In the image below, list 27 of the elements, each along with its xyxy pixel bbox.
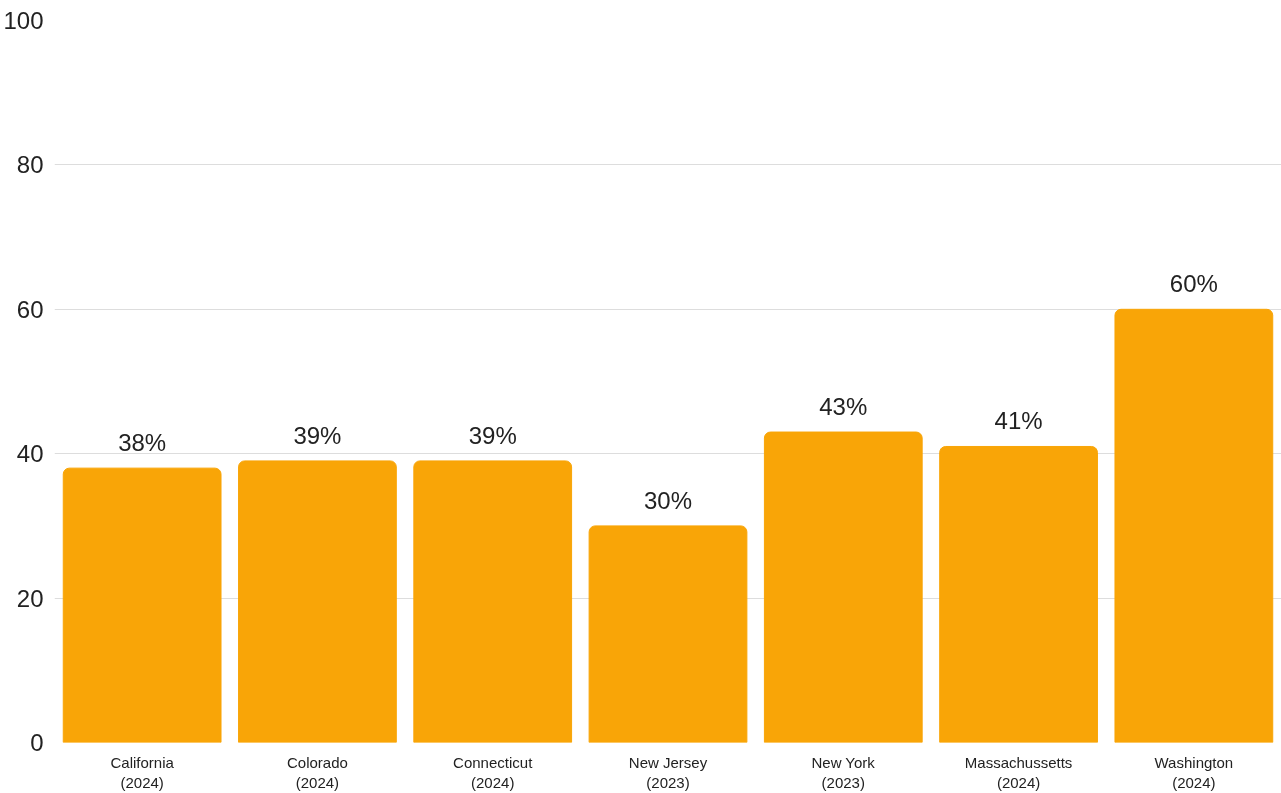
x-tick-label: California (2024): [110, 753, 175, 791]
data-label: 60%: [1169, 270, 1218, 298]
y-tick-label: 60: [16, 295, 44, 323]
y-tick-label: 40: [16, 440, 44, 468]
bar: [588, 525, 748, 743]
data-label: 39%: [468, 421, 517, 449]
x-tick-label: Colorado (2024): [286, 753, 348, 791]
x-tick-label: New York (2023): [811, 753, 876, 791]
data-label: 30%: [643, 486, 693, 514]
y-tick-label: 20: [16, 584, 44, 612]
bar: [62, 467, 222, 743]
data-label: 38%: [118, 429, 167, 457]
data-label: 39%: [293, 421, 342, 449]
y-tick-label: 0: [30, 729, 44, 756]
x-tick-label: New Jersey (2023): [628, 753, 708, 791]
y-tick-label: 100: [3, 7, 44, 34]
bar: [413, 460, 573, 743]
x-tick-label: Washington (2024): [1154, 753, 1234, 791]
bar: [939, 445, 1098, 743]
data-label: 41%: [994, 407, 1043, 435]
x-tick-label: Connecticut (2024): [453, 753, 534, 791]
data-label: 43%: [819, 393, 868, 421]
bar: [763, 431, 923, 743]
y-tick-label: 80: [16, 151, 44, 179]
x-tick-label: Massachussetts (2024): [964, 753, 1073, 791]
bar: [1114, 308, 1274, 743]
bar: [238, 460, 397, 743]
